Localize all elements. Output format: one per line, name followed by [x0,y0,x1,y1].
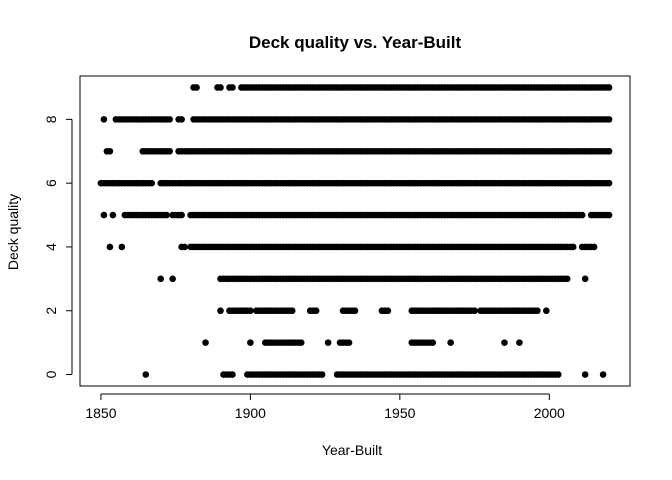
y-tick-label: 8 [43,115,59,123]
x-tick-label: 1900 [235,405,266,421]
data-point [100,211,108,219]
data-point [605,116,613,123]
data-point [109,211,117,219]
data-point [554,371,562,378]
data-point [157,275,165,283]
data-point [543,307,550,315]
data-point [247,307,254,315]
y-axis: 0 2 4 6 8 [43,115,73,378]
data-point [384,307,392,315]
data-point [312,307,320,315]
data-point [163,211,170,219]
x-axis-label: Year-Built [322,442,382,458]
data-point [324,339,332,346]
y-tick-label: 2 [43,307,59,315]
x-tick-label: 2000 [534,405,565,421]
data-point [516,339,523,346]
x-tick-label: 1850 [85,405,116,421]
data-point [345,339,353,346]
data-point [534,307,541,315]
data-point [100,116,108,123]
data-point [166,116,173,123]
data-point [288,307,296,315]
data-point [229,371,236,378]
data-point [429,339,437,346]
data-point [447,339,454,346]
y-axis-label: Deck quality [5,194,21,270]
data-points [97,84,613,378]
data-point [166,147,173,155]
data-point [471,307,478,315]
y-tick-label: 4 [43,243,59,251]
data-point [569,243,577,251]
data-point [229,84,236,91]
data-point [318,371,326,378]
data-point [169,275,176,283]
data-point [581,275,589,283]
data-point [142,371,150,378]
data-point [178,116,185,123]
x-tick-label: 1950 [384,405,415,421]
data-point [178,211,185,219]
data-point [351,307,359,315]
data-point [247,339,254,346]
data-point [501,339,508,346]
data-point [148,179,156,187]
data-point [590,243,598,251]
data-point [217,84,224,91]
data-point [106,147,114,155]
data-point [605,147,613,155]
x-axis: 1850 1900 1950 2000 [85,393,565,421]
y-tick-label: 0 [43,370,59,378]
y-tick-label: 6 [43,179,59,187]
data-point [118,243,126,251]
data-point [581,371,589,378]
data-point [106,243,114,251]
chart-title: Deck quality vs. Year-Built [249,33,462,52]
plot-area [79,75,631,387]
data-point [578,211,586,219]
data-point [605,84,613,91]
data-point [605,179,613,187]
data-point [599,371,607,378]
data-point [297,339,305,346]
data-point [193,84,200,91]
data-point [217,307,224,315]
data-point [202,339,209,346]
data-point [181,243,188,251]
data-point [563,275,571,283]
data-point [605,211,613,219]
